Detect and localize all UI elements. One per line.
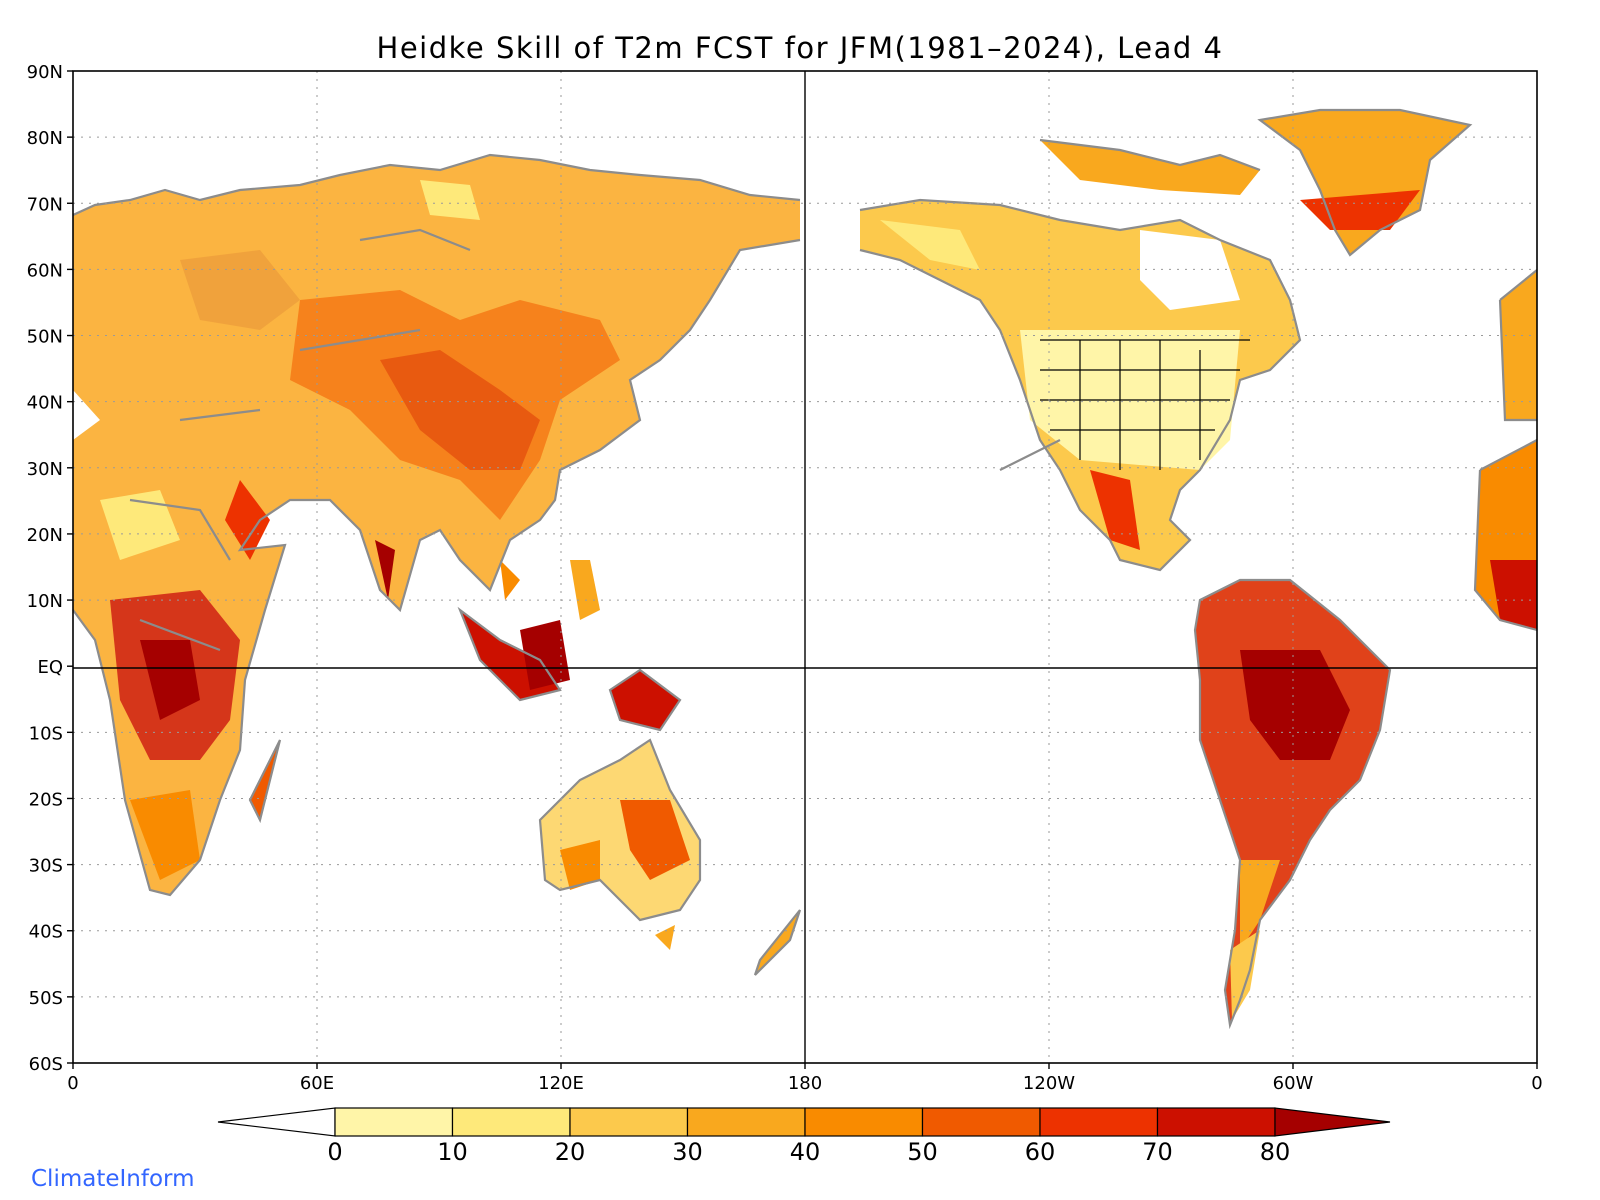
lon-tick-label: 60W bbox=[1273, 1073, 1314, 1094]
coastlines bbox=[72, 108, 1538, 1030]
colorbar-swatch bbox=[569, 1107, 689, 1137]
lat-tick-label: 90N bbox=[27, 62, 63, 83]
colorbar-swatch bbox=[451, 1107, 571, 1137]
colorbar-label: 30 bbox=[672, 1138, 703, 1166]
lat-tick-label: 40N bbox=[27, 393, 63, 414]
eurasia-africa-landmass bbox=[73, 155, 800, 895]
latitude-labels: 90N 80N 70N 60N 50N 40N 30N 20N 10N EQ 10S 20S 30S 40… bbox=[27, 62, 73, 1075]
colorbar-swatch bbox=[1156, 1107, 1276, 1137]
lon-tick-label: 60E bbox=[300, 1073, 334, 1094]
colorbar-swatch bbox=[334, 1107, 454, 1137]
colorbar-over-arrow bbox=[1274, 1107, 1391, 1137]
colorbar-label: 80 bbox=[1260, 1138, 1291, 1166]
lat-tick-label: 40S bbox=[29, 922, 63, 943]
lat-tick-label: EQ bbox=[37, 657, 63, 678]
maritime-continent-landmass bbox=[460, 560, 680, 730]
colorbar: 0 10 20 30 40 50 60 70 80 bbox=[217, 1107, 1391, 1166]
colorbar-label: 10 bbox=[437, 1138, 468, 1166]
lat-tick-label: 30N bbox=[27, 459, 63, 480]
map-title: Heidke Skill of T2m FCST for JFM(1981–20… bbox=[377, 31, 1224, 65]
lat-tick-label: 50S bbox=[29, 988, 63, 1009]
lat-tick-label: 10N bbox=[27, 591, 63, 612]
lon-tick-label: 180 bbox=[788, 1073, 822, 1094]
lat-tick-label: 60N bbox=[27, 260, 63, 281]
colorbar-swatch bbox=[921, 1107, 1041, 1137]
lon-tick-label: 120W bbox=[1023, 1073, 1075, 1094]
lon-tick-label: 0 bbox=[67, 1073, 78, 1094]
colorbar-label: 0 bbox=[327, 1138, 342, 1166]
lon-tick-label: 120E bbox=[538, 1073, 584, 1094]
map-gridlines bbox=[73, 71, 1537, 1063]
longitude-labels: 0 60E 120E 180 120W 60W 0 bbox=[67, 1063, 1543, 1094]
state-borders bbox=[1040, 339, 1250, 470]
colorbar-label: 20 bbox=[555, 1138, 586, 1166]
colorbar-swatch bbox=[686, 1107, 806, 1137]
colorbar-label: 50 bbox=[907, 1138, 938, 1166]
west-africa-europe-edge bbox=[1475, 270, 1537, 630]
lon-tick-label: 0 bbox=[1531, 1073, 1542, 1094]
lat-tick-label: 20S bbox=[29, 789, 63, 810]
lat-tick-label: 10S bbox=[29, 723, 63, 744]
colorbar-under-arrow bbox=[217, 1107, 336, 1137]
map-frame bbox=[72, 70, 1538, 1064]
lat-tick-label: 80N bbox=[27, 128, 63, 149]
climateinform-watermark: ClimateInform bbox=[31, 1166, 195, 1192]
lat-tick-label: 30S bbox=[29, 856, 63, 877]
lat-tick-label: 50N bbox=[27, 327, 63, 348]
colorbar-label: 40 bbox=[790, 1138, 821, 1166]
greenland-landmass bbox=[1260, 110, 1470, 255]
colorbar-label: 60 bbox=[1025, 1138, 1056, 1166]
colorbar-label: 70 bbox=[1142, 1138, 1173, 1166]
australia-landmass bbox=[540, 740, 800, 975]
lat-tick-label: 70N bbox=[27, 194, 63, 215]
colorbar-swatch bbox=[804, 1107, 924, 1137]
lat-tick-label: 60S bbox=[29, 1054, 63, 1075]
colorbar-swatch bbox=[1039, 1107, 1159, 1137]
lat-tick-label: 20N bbox=[27, 525, 63, 546]
